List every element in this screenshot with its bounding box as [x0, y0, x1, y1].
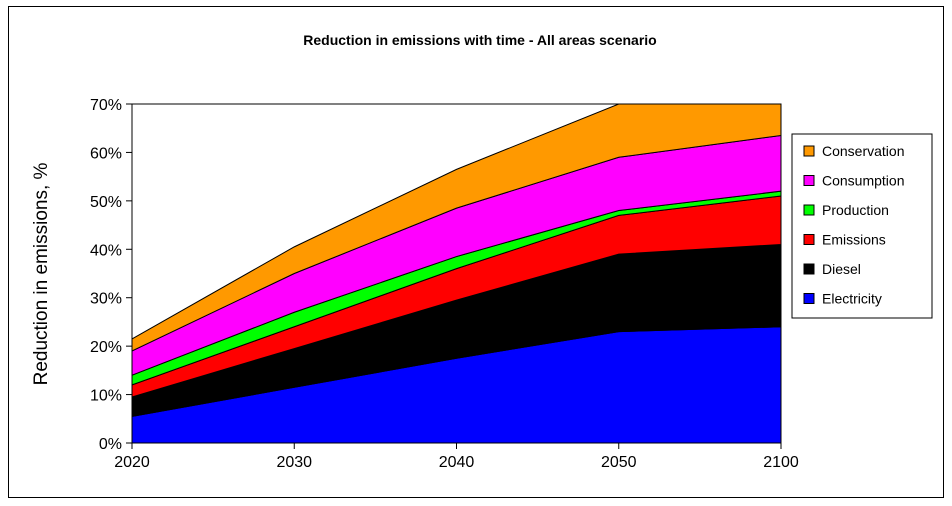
legend-label-emissions: Emissions	[822, 232, 886, 248]
legend-swatch-production	[803, 204, 815, 216]
legend-label-diesel: Diesel	[822, 261, 861, 277]
legend-swatch-conservation	[803, 145, 815, 157]
x-tick-label: 2020	[114, 454, 150, 471]
legend-label-consumption: Consumption	[822, 173, 905, 189]
legend-swatch-diesel	[803, 263, 815, 275]
legend-swatch-consumption	[803, 175, 815, 186]
x-tick-label: 2100	[763, 454, 799, 471]
y-tick-label: 10%	[90, 388, 122, 405]
axes: 0% 10% 20% 30% 40% 50% 60% 70% 2020 2030 2040 2050 2…	[90, 97, 799, 471]
legend-box	[791, 133, 933, 319]
x-tick-label: 2050	[601, 454, 637, 471]
y-tick-label: 50%	[90, 194, 122, 211]
y-tick-label: 70%	[90, 97, 122, 114]
y-tick-label: 20%	[90, 339, 122, 356]
legend-label-production: Production	[822, 202, 889, 218]
x-tick-label: 2040	[439, 454, 475, 471]
y-axis-label: Reduction in emissions, %	[31, 162, 52, 385]
chart-title: Reduction in emissions with time - All a…	[303, 32, 656, 48]
legend-swatch-electricity	[803, 293, 815, 304]
legend-label-conservation: Conservation	[822, 143, 905, 159]
legend-swatch-emissions	[803, 234, 815, 245]
area-series-group	[131, 103, 782, 444]
legend: Conservation Consumption Production Emissio…	[791, 133, 933, 319]
y-tick-label: 40%	[90, 242, 122, 259]
x-tick-label: 2030	[276, 454, 312, 471]
y-tick-label: 30%	[90, 291, 122, 308]
legend-label-electricity: Electricity	[822, 291, 882, 307]
y-tick-label: 0%	[99, 436, 122, 453]
y-tick-label: 60%	[90, 145, 122, 162]
